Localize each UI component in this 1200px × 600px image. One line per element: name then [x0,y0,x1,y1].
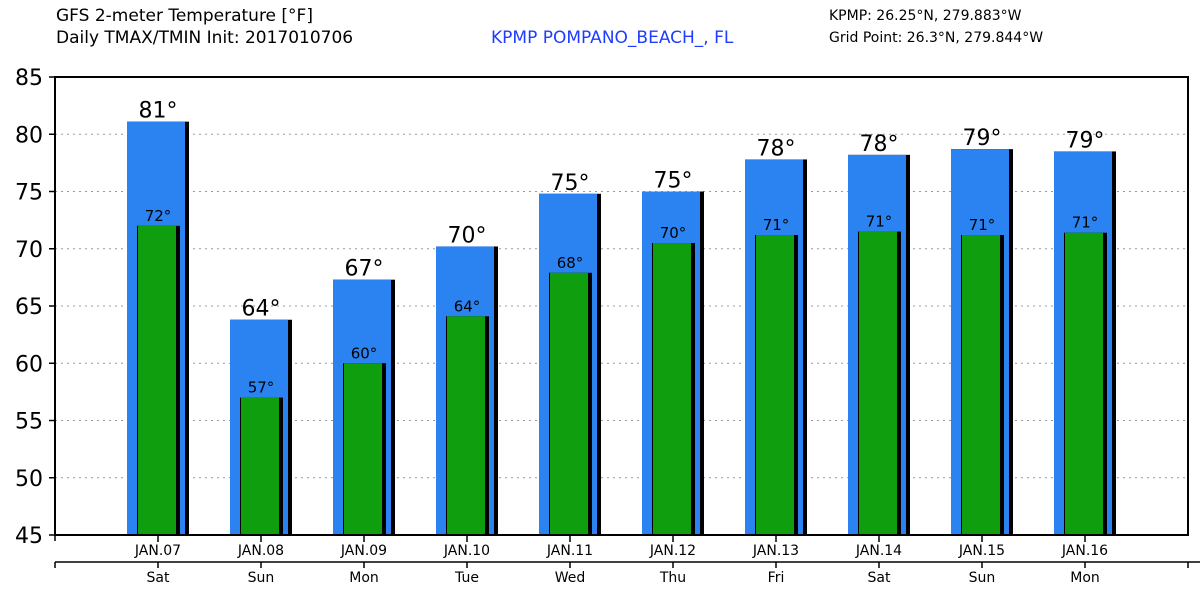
x-tick-label: JAN.09 [340,543,387,559]
weekday-label: Thu [659,570,686,586]
tmin-label: 72° [145,207,172,225]
station-coords: KPMP: 26.25°N, 279.883°W [829,8,1022,24]
tmin-label: 70° [660,224,687,242]
tmax-label: 79° [1066,128,1105,153]
tmin-bar [859,231,897,535]
tmin-bar [1065,232,1103,535]
weekday-label: Sun [248,570,275,586]
tmax-label: 70° [448,223,487,248]
y-tick-label: 50 [15,467,43,492]
tmax-label: 78° [757,136,796,161]
weekday-label: Sat [147,570,170,586]
weekday-label: Tue [454,570,479,586]
weekday-label: Mon [1070,570,1100,586]
tmax-label: 75° [654,169,693,194]
y-tick-label: 45 [15,524,43,549]
tmax-label: 75° [551,171,590,196]
x-tick-label: JAN.07 [134,543,181,559]
tmin-bar [138,225,176,535]
tmin-bar [344,363,382,535]
tmin-label: 64° [454,297,481,315]
tmin-bar [756,235,794,535]
tmax-label: 67° [345,257,384,282]
x-tick-label: JAN.16 [1061,543,1108,559]
x-tick-label: JAN.12 [649,543,696,559]
x-tick-label: JAN.10 [443,543,490,559]
x-tick-label: JAN.14 [855,543,902,559]
tmax-label: 79° [963,126,1002,151]
y-tick-label: 80 [15,123,43,148]
plot-frame [54,76,1189,536]
tmin-bar [447,316,485,535]
tmin-label: 71° [763,216,790,234]
weekday-label: Mon [349,570,379,586]
x-tick-label: JAN.11 [546,543,593,559]
tmin-bar [550,272,588,535]
x-tick-label: JAN.15 [958,543,1005,559]
tmin-bar [653,243,691,535]
weekday-label: Fri [768,570,785,586]
grid-point: Grid Point: 26.3°N, 279.844°W [829,30,1044,46]
tmin-label: 71° [1072,214,1099,232]
chart-title: GFS 2-meter Temperature [°F] [56,6,313,26]
tmax-label: 64° [242,297,281,322]
chart-subtitle: Daily TMAX/TMIN Init: 2017010706 [56,28,354,48]
y-tick-label: 75 [15,181,43,206]
tmax-label: 81° [139,99,178,124]
x-tick-label: JAN.13 [752,543,799,559]
tmax-label: 78° [860,132,899,157]
x-tick-label: JAN.08 [237,543,284,559]
tmin-label: 71° [969,216,996,234]
y-tick-label: 65 [15,295,43,320]
station-name: KPMP POMPANO_BEACH_, FL [491,28,734,48]
tmin-label: 60° [351,344,378,362]
tmin-label: 68° [557,254,584,272]
y-tick-label: 85 [15,66,43,91]
tmin-bar [962,235,1000,535]
tmin-bar [241,397,279,535]
weekday-label: Sat [868,570,891,586]
weekday-label: Sun [969,570,996,586]
y-tick-label: 55 [15,410,43,435]
tmin-label: 71° [866,213,893,231]
y-tick-label: 60 [15,352,43,377]
y-tick-label: 70 [15,238,43,263]
tmin-label: 57° [248,379,275,397]
weekday-label: Wed [555,570,586,586]
